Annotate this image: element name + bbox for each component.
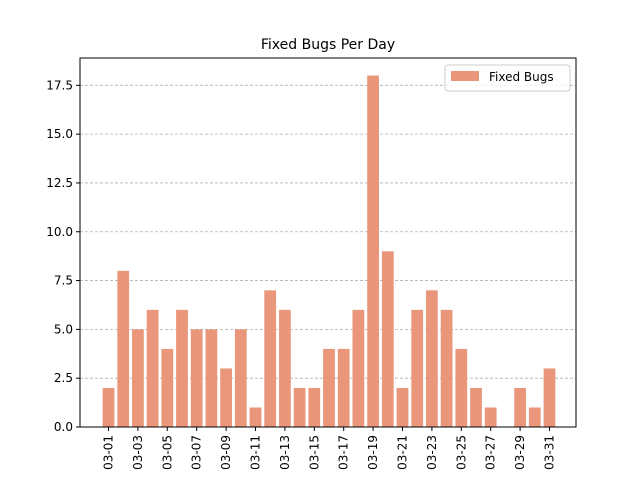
bar-03-09 xyxy=(220,368,232,427)
bar-03-13 xyxy=(279,309,291,427)
bar-03-27 xyxy=(484,407,497,427)
y-axis: 0.0 2.5 5.0 7.5 10.0 12.5 15.0 17.5 xyxy=(46,78,80,434)
bar-03-20 xyxy=(381,251,394,427)
bars xyxy=(102,75,556,428)
bar-03-01 xyxy=(102,387,115,427)
bar-03-17 xyxy=(337,348,350,427)
x-tick-label: 03-01 xyxy=(102,435,116,470)
bar-03-05 xyxy=(161,348,174,427)
legend-swatch xyxy=(451,71,479,81)
bar-03-02 xyxy=(117,270,130,427)
bar-03-14 xyxy=(293,387,306,427)
bar-03-04 xyxy=(146,309,159,427)
y-tick-label: 5.0 xyxy=(54,322,73,336)
plot-frame xyxy=(79,57,577,428)
bar-03-16 xyxy=(323,348,335,427)
bar-03-11 xyxy=(249,407,262,427)
x-tick-label: 03-21 xyxy=(396,435,410,470)
bar-03-10 xyxy=(234,329,247,427)
x-tick-label: 03-27 xyxy=(484,435,498,470)
x-tick-label: 03-07 xyxy=(190,435,204,470)
bar-03-08 xyxy=(205,329,218,427)
x-axis: 03-01 03-03 03-05 03-07 03-09 03-11 03-13 03-15… xyxy=(102,427,557,470)
x-tick-label: 03-09 xyxy=(219,435,233,470)
y-tick-label: 15.0 xyxy=(46,127,73,141)
x-tick-label: 03-23 xyxy=(425,435,439,470)
legend-label: Fixed Bugs xyxy=(489,70,554,84)
bar-03-24 xyxy=(440,309,453,427)
x-tick-label: 03-15 xyxy=(307,435,321,470)
bar-03-21 xyxy=(396,387,409,427)
bar-03-07 xyxy=(190,329,203,427)
y-tick-label: 17.5 xyxy=(46,78,73,92)
x-tick-label: 03-17 xyxy=(337,435,351,470)
bar-03-31 xyxy=(543,368,556,427)
y-tick-label: 12.5 xyxy=(46,176,73,190)
bar-03-19 xyxy=(367,75,379,428)
y-tick-label: 7.5 xyxy=(54,274,73,288)
y-tick-label: 2.5 xyxy=(54,371,73,385)
x-tick-label: 03-19 xyxy=(366,435,380,470)
x-tick-label: 03-29 xyxy=(513,435,527,470)
x-tick-label: 03-03 xyxy=(131,435,145,470)
x-tick-label: 03-13 xyxy=(278,435,292,470)
y-tick-label: 0.0 xyxy=(54,420,73,434)
x-tick-label: 03-31 xyxy=(543,435,557,470)
bar-03-06 xyxy=(176,309,188,427)
bar-03-12 xyxy=(264,290,277,427)
bar-03-23 xyxy=(426,290,438,427)
bar-03-26 xyxy=(470,387,482,427)
y-tick-label: 10.0 xyxy=(46,225,73,239)
bar-03-25 xyxy=(455,348,468,427)
x-tick-label: 03-05 xyxy=(160,435,174,470)
bar-03-15 xyxy=(308,387,321,427)
chart-title: Fixed Bugs Per Day xyxy=(261,37,395,53)
bar-03-30 xyxy=(528,407,541,427)
bar-03-18 xyxy=(352,309,365,427)
x-tick-label: 03-11 xyxy=(249,435,263,470)
bar-03-03 xyxy=(132,329,144,427)
bar-03-29 xyxy=(514,387,526,427)
legend: Fixed Bugs xyxy=(444,64,571,92)
bar-03-22 xyxy=(411,309,424,427)
x-tick-label: 03-25 xyxy=(454,435,468,470)
